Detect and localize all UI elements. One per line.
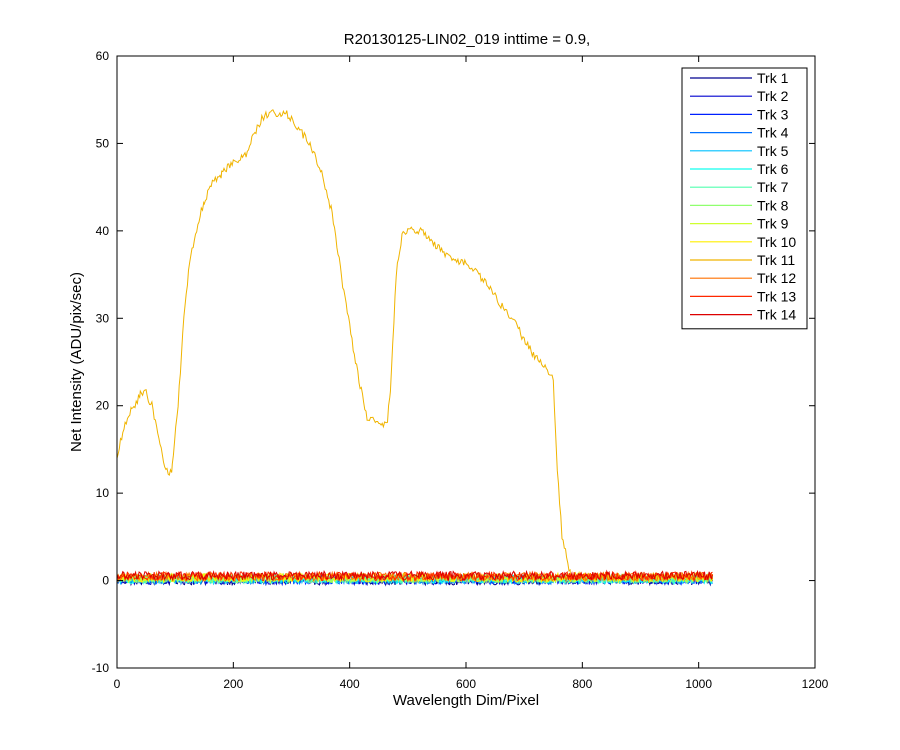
legend-label: Trk 8 xyxy=(757,197,789,213)
legend-label: Trk 6 xyxy=(757,161,789,177)
legend-label: Trk 4 xyxy=(757,125,789,141)
x-axis-label: Wavelength Dim/Pixel xyxy=(393,692,539,709)
legend-label: Trk 9 xyxy=(757,216,789,232)
y-tick-label: 20 xyxy=(96,399,110,413)
x-tick-label: 1000 xyxy=(685,677,712,691)
legend-label: Trk 10 xyxy=(757,234,796,250)
legend-label: Trk 2 xyxy=(757,88,789,104)
y-tick-label: 10 xyxy=(96,486,110,500)
legend-label: Trk 13 xyxy=(757,288,796,304)
legend-label: Trk 3 xyxy=(757,106,789,122)
legend-label: Trk 7 xyxy=(757,179,789,195)
legend-label: Trk 14 xyxy=(757,307,796,323)
x-tick-label: 800 xyxy=(572,677,592,691)
y-tick-label: -10 xyxy=(92,661,110,675)
legend-box xyxy=(681,67,808,330)
x-tick-label: 400 xyxy=(340,677,360,691)
series-layer xyxy=(116,109,714,587)
series-line-trk-14 xyxy=(116,569,714,582)
x-tick-label: 1200 xyxy=(802,677,829,691)
legend-label: Trk 12 xyxy=(757,270,796,286)
series-line-trk-13 xyxy=(116,570,713,583)
x-tick-label: 200 xyxy=(223,677,243,691)
y-tick-label: 60 xyxy=(96,49,110,63)
legend: Trk 1 Trk 2 Trk 3 Trk 4 Trk 5 Trk 6 Trk 7 Trk 8… xyxy=(681,67,808,330)
series-line-trk-12 xyxy=(116,570,714,583)
legend-label: Trk 11 xyxy=(757,252,795,268)
chart-title: R20130125-LIN02_019 inttime = 0.9, xyxy=(344,31,590,48)
x-tick-label: 600 xyxy=(456,677,476,691)
y-tick-label: 40 xyxy=(96,224,110,238)
y-tick-label: 30 xyxy=(96,311,110,325)
axes-layer: 0 200 400 600 800 1000 1200 -10 0 10 20 30 40 50 60 xyxy=(92,49,829,691)
legend-label: Trk 1 xyxy=(757,70,789,86)
y-axis-label: Net Intensity (ADU/pix/sec) xyxy=(68,272,85,452)
y-tick-label: 0 xyxy=(102,574,109,588)
legend-label: Trk 5 xyxy=(757,143,789,159)
y-tick-label: 50 xyxy=(96,136,110,150)
x-tick-label: 0 xyxy=(114,677,121,691)
